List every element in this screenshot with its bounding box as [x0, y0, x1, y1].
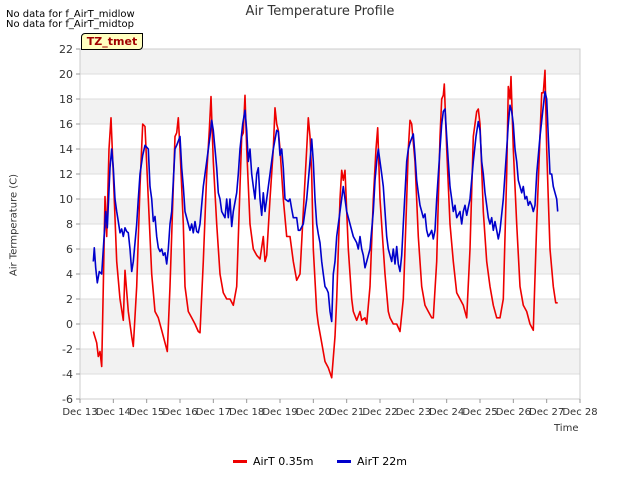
y-axis-label: Air Termperature (C) [8, 173, 20, 277]
y-tick-label: 20 [59, 68, 73, 81]
grid-band [80, 149, 580, 174]
y-tick-label: 2 [66, 293, 73, 306]
chart-title: Air Temperature Profile [245, 4, 395, 19]
grid-bands [80, 48, 580, 400]
legend-item-airt-035m: AirT 0.35m [232, 455, 314, 468]
x-tick-label: Dec 19 [262, 407, 297, 418]
x-tick-label: Dec 21 [329, 407, 364, 418]
timezone-badge-background [81, 33, 143, 50]
y-tick-label: 12 [59, 168, 73, 181]
y-tick-label: 10 [59, 193, 73, 206]
x-tick-label: Dec 15 [129, 407, 164, 418]
legend-item-airt-22m: AirT 22m [336, 455, 408, 468]
y-tick-label: 18 [59, 93, 73, 106]
x-tick-label: Dec 22 [362, 407, 397, 418]
legend-label: AirT 0.35m [252, 455, 314, 468]
x-tick-label: Dec 28 [562, 407, 597, 418]
x-tick-label: Dec 18 [229, 407, 264, 418]
y-tick-label: 0 [66, 318, 73, 331]
y-tick-label: 8 [66, 218, 73, 231]
x-tick-label: Dec 14 [96, 407, 131, 418]
x-tick-label: Dec 26 [496, 407, 531, 418]
x-tick-label: Dec 25 [462, 407, 497, 418]
y-tick-label: 16 [59, 118, 73, 131]
grid-band [80, 49, 580, 74]
x-tick-label: Dec 16 [162, 407, 197, 418]
y-tick-label: -2 [62, 343, 73, 356]
grid-band [80, 99, 580, 124]
series-line-airt-22m [92, 90, 559, 323]
x-tick-label: Dec 27 [529, 407, 564, 418]
x-tick-label: Dec 17 [196, 407, 231, 418]
grid-band [80, 349, 580, 374]
series-layer [92, 69, 559, 379]
x-tick-label: Dec 23 [396, 407, 431, 418]
timezone-badge-label: TZ_tmet [86, 35, 138, 48]
legend-label: AirT 22m [356, 455, 408, 468]
y-tick-label: 14 [59, 143, 73, 156]
series-line-airt-035m [92, 69, 558, 379]
y-tick-label: 4 [66, 268, 73, 281]
y-tick-label: 6 [66, 243, 73, 256]
y-tick-label: 22 [59, 43, 73, 56]
y-tick-label: -6 [62, 393, 73, 406]
grid-band [80, 199, 580, 224]
legend: AirT 0.35m AirT 22m [0, 453, 640, 468]
y-tick-label: -4 [62, 368, 73, 381]
x-tick-label: Dec 24 [429, 407, 464, 418]
no-data-note-midtop: No data for f_AirT_midtop [6, 19, 135, 30]
x-axis-label: Time [554, 423, 579, 434]
legend-swatch-red [232, 460, 247, 463]
no-data-note-midlow: No data for f_AirT_midlow [6, 9, 135, 20]
x-tick-label: Dec 13 [62, 407, 97, 418]
timezone-badge: TZ_tmet [81, 33, 143, 50]
legend-swatch-blue [336, 460, 351, 463]
x-tick-label: Dec 20 [296, 407, 331, 418]
